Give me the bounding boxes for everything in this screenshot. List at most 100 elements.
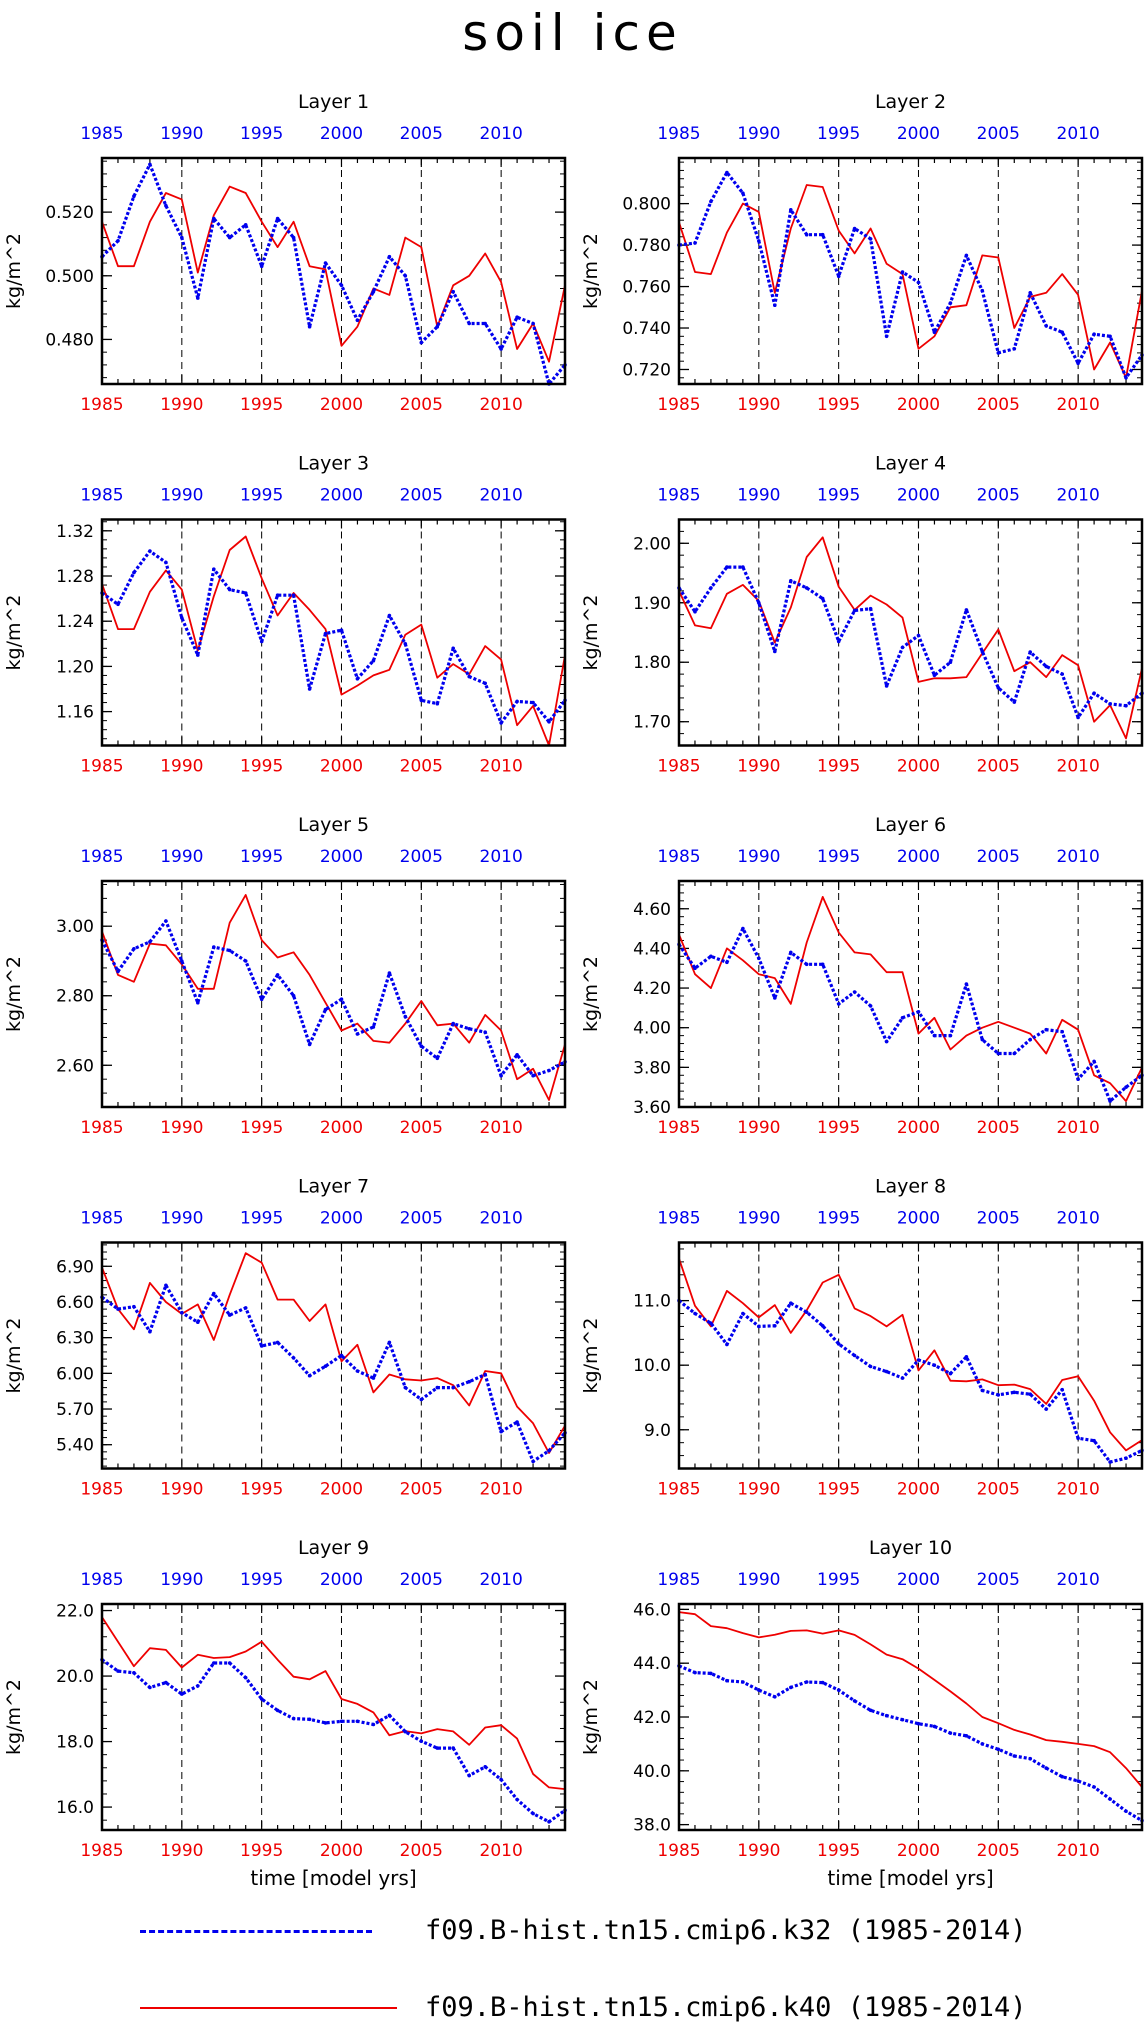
legend-label-k32: f09.B-hist.tn15.cmip6.k32 (1985-2014) [425,1915,1027,1946]
data-point-k32 [499,1073,503,1078]
x-tick-label: 2010 [1057,395,1100,415]
panel-title: Layer 6 [875,814,946,836]
x-tick-label: 2000 [320,1841,363,1861]
data-point-k32 [980,649,985,654]
x-tick-label-top: 2005 [400,1209,443,1229]
x-tick-label: 2010 [1057,757,1100,777]
data-point-k32 [1108,1797,1112,1801]
data-point-k32 [789,1685,793,1690]
x-tick-label: 1995 [240,1480,283,1500]
data-point-k32 [820,232,825,237]
y-tick-label: 4.00 [633,1019,671,1039]
x-tick-label: 2010 [480,1118,523,1138]
series-line-k32 [677,1299,1143,1464]
data-point-k32 [1060,1774,1064,1779]
x-tick-label: 1995 [817,1118,860,1138]
data-point-k32 [499,347,503,351]
data-point-k32 [693,966,697,970]
data-point-k32 [148,1329,152,1334]
x-tick-label: 2000 [320,395,363,415]
panel-title: Layer 9 [298,1537,369,1559]
data-point-k32 [741,191,745,195]
plot-frame [100,1241,567,1470]
data-point-k32 [757,1324,761,1329]
x-tick-label: 2005 [977,1118,1020,1138]
x-tick-label-top: 1990 [737,847,780,867]
y-tick-label: 18.0 [56,1733,94,1753]
data-point-k32 [804,1310,809,1314]
y-tick-label: 0.500 [45,267,94,287]
x-tick-label: 2005 [977,1480,1020,1500]
data-point-k32 [387,613,392,618]
x-tick-label: 1985 [80,1480,123,1500]
x-tick-label-top: 2000 [320,486,363,506]
x-axis-label: time [model yrs] [250,1866,416,1890]
data-point-k32 [547,720,551,724]
data-point-k32 [275,1708,280,1713]
x-tick-label: 2005 [977,395,1020,415]
data-point-k32 [132,1671,136,1675]
x-tick-label-top: 1985 [80,1570,123,1590]
x-tick-label: 1995 [240,1841,283,1861]
y-axis-label: kg/m^2 [580,956,602,1032]
data-point-k32 [212,1291,216,1296]
data-point-k32 [1044,664,1048,669]
data-point-k32 [531,321,535,326]
y-axis-label: kg/m^2 [580,595,602,671]
data-point-k32 [1060,672,1064,676]
series-line-k32 [678,170,1144,380]
data-point-k32 [451,289,456,294]
panel-layer-9: Layer 9 1985 1985 1990 1990 1995 1995 2000 2000 2… [3,1537,567,1890]
y-tick-label: 22.0 [56,1602,94,1622]
data-point-k32 [1028,650,1032,654]
data-point-k32 [996,686,1001,690]
x-tick-label: 1990 [737,1480,780,1500]
data-point-k32 [757,601,761,605]
panel-layer-2: Layer 2 1985 1985 1990 1990 1995 1995 2000 2000 2… [580,91,1144,415]
x-tick-label-top: 1990 [160,847,203,867]
panel-layer-10: Layer 10 1985 1985 1990 1990 1995 1995 2000 2000… [580,1537,1144,1890]
data-point-k32 [932,1724,937,1729]
data-point-k32 [116,602,120,607]
data-point-k32 [1028,1756,1032,1761]
data-point-k32 [212,1661,216,1665]
data-point-k32 [403,1385,408,1390]
data-point-k32 [948,301,953,305]
data-point-k32 [884,1713,889,1718]
data-point-k32 [916,1358,921,1362]
x-tick-label: 2005 [400,1118,443,1138]
data-point-k32 [531,1459,535,1464]
y-tick-label: 1.32 [56,522,94,542]
data-point-k32 [387,1713,392,1718]
data-point-k32 [291,993,296,998]
panel-title: Layer 10 [869,1537,952,1559]
panel-layer-3: Layer 3 1985 1985 1990 1990 1995 1995 2000 2000 2… [3,453,567,777]
y-axis-label: kg/m^2 [3,956,25,1032]
data-point-k32 [116,1669,120,1673]
data-point-k32 [467,1379,472,1384]
x-tick-label-top: 1990 [737,1209,780,1229]
data-point-k32 [435,1056,440,1061]
x-tick-label-top: 2000 [320,1570,363,1590]
x-tick-label-top: 2005 [977,1570,1020,1590]
x-tick-label-top: 1995 [817,1209,860,1229]
y-tick-label: 4.20 [633,979,671,999]
data-point-k32 [227,1661,232,1665]
panel-layer-8: Layer 8 1985 1985 1990 1990 1995 1995 2000 2000 2… [580,1176,1144,1500]
data-point-k32 [900,1376,905,1380]
data-point-k32 [483,321,488,326]
x-tick-label: 1995 [817,395,860,415]
data-point-k32 [1108,702,1112,706]
data-point-k32 [980,1037,985,1042]
plot-frame [677,156,1144,386]
data-point-k32 [725,960,729,965]
x-tick-label: 1985 [80,1118,123,1138]
data-point-k32 [419,1397,424,1402]
y-tick-label: 0.480 [45,330,94,350]
y-tick-label: 1.70 [633,713,671,733]
data-point-k32 [547,1820,551,1824]
x-tick-label-top: 1985 [657,1570,700,1590]
panel-title: Layer 7 [298,1176,369,1198]
data-point-k32 [291,1716,296,1721]
data-point-k32 [499,721,503,725]
